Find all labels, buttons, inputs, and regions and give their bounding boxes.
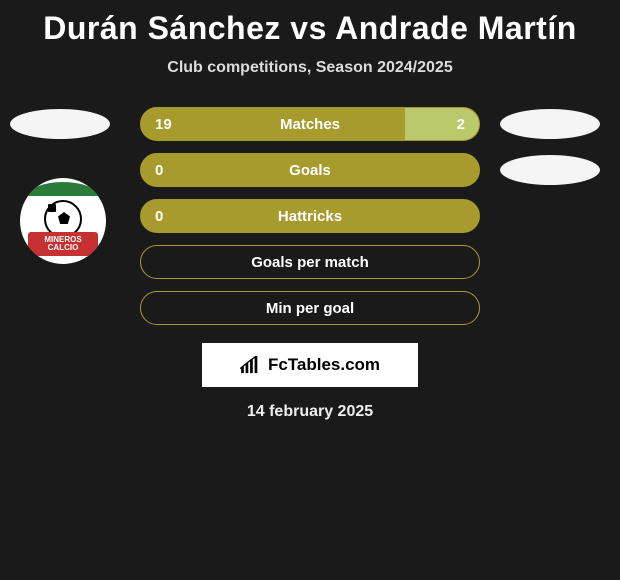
stat-bar: Goals per match: [140, 245, 480, 279]
stat-label: Goals per match: [141, 254, 479, 271]
badge-ribbon: MINEROS CALCIO: [28, 232, 98, 256]
chart-icon: [240, 356, 262, 374]
footer-brand-box: FcTables.com: [202, 343, 418, 387]
stat-bar: 19Matches2: [140, 107, 480, 141]
stat-label: Goals: [141, 162, 479, 179]
page-title: Durán Sánchez vs Andrade Martín: [0, 0, 620, 47]
club-badge: MINEROS CALCIO: [20, 178, 120, 264]
stat-bar: 0Goals: [140, 153, 480, 187]
player-pill-left: [10, 109, 110, 139]
subtitle: Club competitions, Season 2024/2025: [0, 59, 620, 77]
stat-label: Min per goal: [141, 300, 479, 317]
footer-brand-text: FcTables.com: [268, 355, 380, 375]
badge-text-bottom: CALCIO: [48, 244, 79, 252]
stat-row: 19Matches2: [0, 107, 620, 141]
stat-bar: Min per goal: [140, 291, 480, 325]
date-text: 14 february 2025: [0, 403, 620, 421]
stat-label: Hattricks: [141, 208, 479, 225]
stat-row: Min per goal: [0, 291, 620, 325]
club-badge-circle: MINEROS CALCIO: [20, 178, 106, 264]
player-pill-right: [500, 109, 600, 139]
badge-top-arc: [28, 182, 98, 196]
player-pill-right: [500, 155, 600, 185]
stat-bar: 0Hattricks: [140, 199, 480, 233]
stat-label: Matches: [141, 116, 479, 133]
